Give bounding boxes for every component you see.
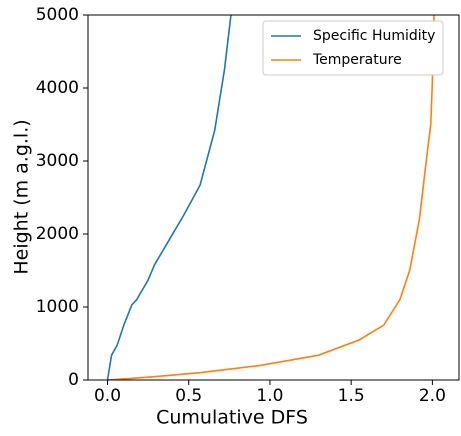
x-tick-label: 1.0 — [256, 386, 283, 406]
legend-label: Temperature — [312, 52, 402, 68]
data-line — [107, 14, 435, 381]
x-tick-label: 0.5 — [175, 386, 202, 406]
y-axis-label: Height (m a.g.l.) — [11, 119, 33, 274]
x-tick-label: 0.0 — [94, 386, 121, 406]
y-tick-label: 0 — [68, 370, 79, 390]
x-tick-label: 1.5 — [338, 386, 365, 406]
x-tick-label: 2.0 — [419, 386, 446, 406]
y-tick-label: 1000 — [36, 297, 79, 317]
y-tick-label: 4000 — [36, 78, 79, 98]
plot-frame — [87, 14, 460, 381]
y-tick-label: 2000 — [36, 224, 79, 244]
legend-box — [262, 20, 444, 76]
x-axis-label: Cumulative DFS — [156, 407, 308, 429]
y-tick-label: 3000 — [36, 151, 79, 171]
data-line — [106, 14, 232, 381]
legend-label: Specific Humidity — [313, 28, 435, 44]
y-tick-label: 5000 — [36, 5, 79, 25]
